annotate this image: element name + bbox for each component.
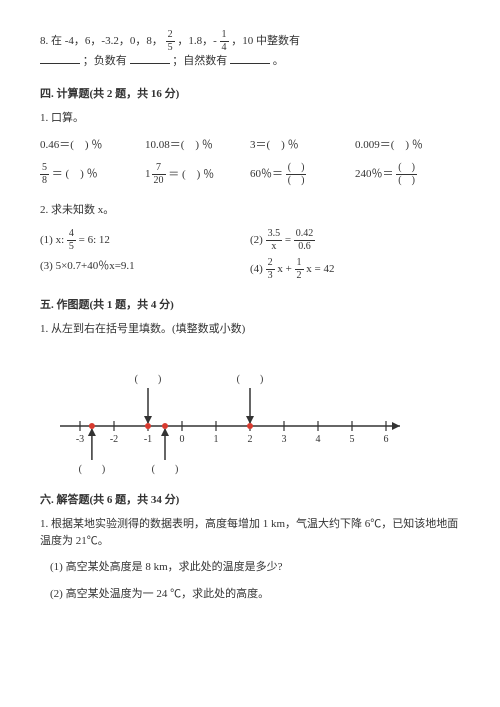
mc-cell: 10.08＝( ) ％ bbox=[145, 137, 250, 154]
sec4-q2-row1: (1) x: 4 5 = 6: 12 (2) 3.5 x = 0.42 0.6 bbox=[40, 229, 460, 252]
svg-text:5: 5 bbox=[350, 434, 355, 445]
section-4-title: 四. 计算题(共 2 题，共 16 分) bbox=[40, 86, 460, 103]
sec6-q1-intro: 1. 根据某地实验测得的数据表明，高度每增加 1 km，气温大约下降 6℃，已知… bbox=[40, 516, 460, 549]
svg-text:-1: -1 bbox=[144, 434, 152, 445]
q8-blank-2[interactable] bbox=[130, 53, 170, 64]
mc-cell: 60％＝ ( ) ( ) bbox=[250, 163, 355, 186]
sec4-q2-row2: (3) 5×0.7+40％x=9.1 (4) 2 3 x + 1 2 x = 4… bbox=[40, 258, 460, 281]
mc-cell: 0.46＝( ) ％ bbox=[40, 137, 145, 154]
mc-cell: 1 7 20 ＝ ( ) ％ bbox=[145, 163, 250, 186]
mc-cell: 3＝( ) ％ bbox=[250, 137, 355, 154]
q8-l2a: ；负数有 bbox=[83, 55, 127, 67]
q8-frac-2: 1 4 bbox=[220, 30, 229, 53]
svg-text:( ): ( ) bbox=[79, 464, 106, 475]
number-line-chart: -3 -2 -1 0 1 2 3 4 5 6 ( ) ( ) ( ) ( ) bbox=[40, 356, 460, 476]
sec4-q1-label: 1. 口算。 bbox=[40, 110, 460, 127]
question-8: 8. 在 -4，6，-3.2，0，8， 2 5 ，1.8，- 1 4 ，10 中… bbox=[40, 30, 460, 70]
sec4-q2-label: 2. 求未知数 x。 bbox=[40, 202, 460, 219]
svg-text:6: 6 bbox=[384, 434, 389, 445]
svg-text:2: 2 bbox=[248, 434, 253, 445]
q8-mid2: ，10 中整数有 bbox=[231, 35, 300, 47]
q8-frac-1: 2 5 bbox=[166, 30, 175, 53]
svg-text:0: 0 bbox=[180, 434, 185, 445]
frac-blank[interactable]: ( ) ( ) bbox=[286, 163, 307, 186]
section-5-title: 五. 作图题(共 1 题，共 4 分) bbox=[40, 297, 460, 314]
q8-mid1: ，1.8，- bbox=[177, 35, 216, 47]
svg-text:( ): ( ) bbox=[237, 374, 264, 385]
q8-blank-3[interactable] bbox=[230, 53, 270, 64]
svg-text:1: 1 bbox=[214, 434, 219, 445]
svg-text:( ): ( ) bbox=[135, 374, 162, 385]
sec6-q1-sub1: (1) 高空某处高度是 8 km，求此处的温度是多少? bbox=[50, 559, 460, 576]
mc-cell: 5 8 ＝ ( ) ％ bbox=[40, 163, 145, 186]
q8-l2c: 。 bbox=[273, 55, 284, 67]
svg-text:3: 3 bbox=[282, 434, 287, 445]
sec5-q1: 1. 从左到右在括号里填数。(填整数或小数) bbox=[40, 321, 460, 338]
q8-l2b: ；自然数有 bbox=[172, 55, 227, 67]
frac-5-8: 5 8 bbox=[40, 163, 49, 186]
eq-4: (4) 2 3 x + 1 2 x = 42 bbox=[250, 258, 460, 281]
svg-text:-2: -2 bbox=[110, 434, 118, 445]
sec6-q1-sub2: (2) 高空某处温度为一 24 ℃，求此处的高度。 bbox=[50, 586, 460, 603]
svg-text:4: 4 bbox=[316, 434, 321, 445]
mc-cell: 0.009＝( ) ％ bbox=[355, 137, 460, 154]
mc-cell: 240％＝ ( ) ( ) bbox=[355, 163, 460, 186]
q8-blank-1[interactable] bbox=[40, 53, 80, 64]
q8-prefix: 8. 在 -4，6，-3.2，0，8， bbox=[40, 35, 163, 47]
eq-3: (3) 5×0.7+40％x=9.1 bbox=[40, 258, 250, 281]
svg-text:-3: -3 bbox=[76, 434, 84, 445]
mixed-1-7-20: 1 7 20 bbox=[145, 163, 166, 186]
sec4-q1-row1: 0.46＝( ) ％ 10.08＝( ) ％ 3＝( ) ％ 0.009＝( )… bbox=[40, 137, 460, 160]
section-6-title: 六. 解答题(共 6 题，共 34 分) bbox=[40, 492, 460, 509]
eq-1: (1) x: 4 5 = 6: 12 bbox=[40, 229, 250, 252]
svg-text:( ): ( ) bbox=[152, 464, 179, 475]
frac-blank[interactable]: ( ) ( ) bbox=[396, 163, 417, 186]
sec4-q1-row2: 5 8 ＝ ( ) ％ 1 7 20 ＝ ( ) ％ 60％＝ ( ) ( ) … bbox=[40, 163, 460, 192]
eq-2: (2) 3.5 x = 0.42 0.6 bbox=[250, 229, 460, 252]
